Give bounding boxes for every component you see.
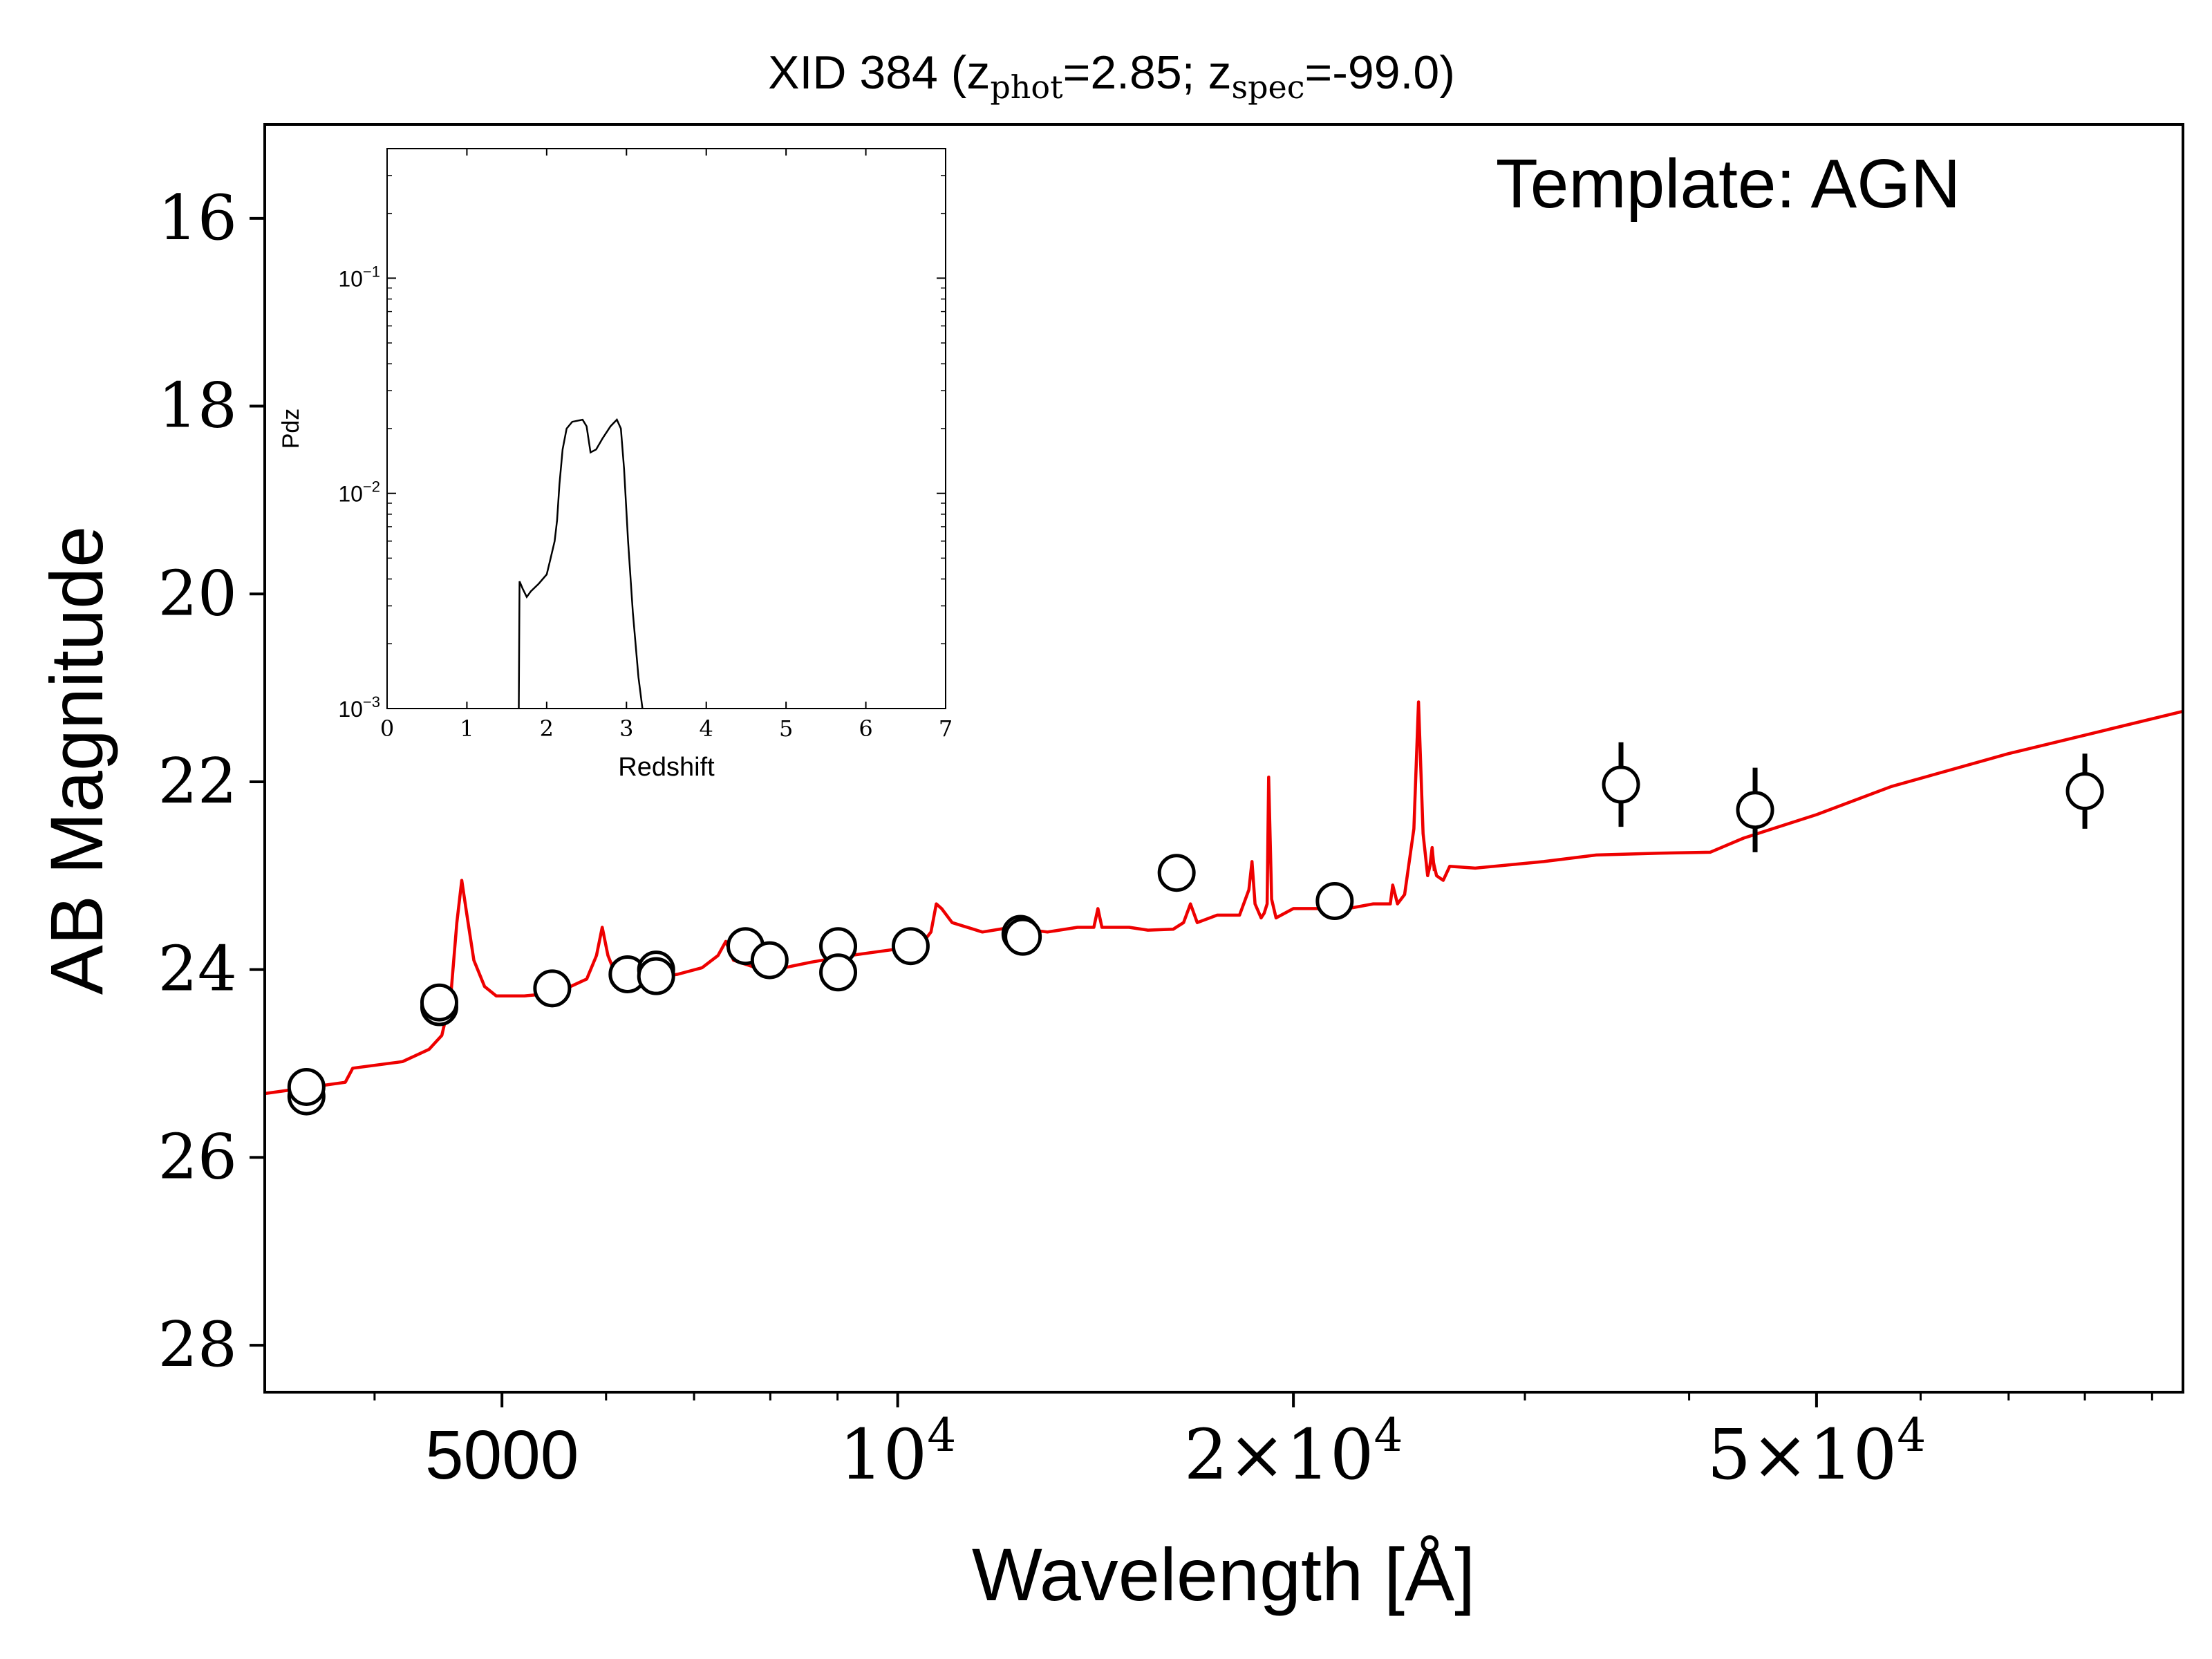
photometry-point <box>891 927 930 966</box>
inset-x-tick-label: 3 <box>619 715 633 742</box>
x-axis: 5000 104 2×104 5×104 <box>373 1392 2153 1495</box>
inset-x-tick-label: 5 <box>779 715 793 742</box>
inset-x-tick-label: 0 <box>380 715 394 742</box>
sed-template-layer <box>264 700 2184 1096</box>
photometry-layer <box>287 742 2104 1116</box>
y-tick-label: 28 <box>158 1309 237 1381</box>
x-tick-label: 104 <box>839 1409 956 1495</box>
y-tick-label: 26 <box>158 1121 237 1193</box>
inset-x-tick-label: 1 <box>460 715 474 742</box>
inset-x-tick-label: 4 <box>700 715 713 742</box>
pdz-inset: 0 1 2 3 4 5 6 7 10−1 10−2 10−3 Redshift Pdz <box>278 148 953 782</box>
photometry-point <box>533 969 572 1008</box>
inset-y-tick-label: 10−1 <box>338 263 380 291</box>
x-axis-label: Wavelength [Å] <box>972 1533 1475 1616</box>
y-tick-label: 24 <box>158 933 237 1006</box>
y-axis-label: AB Magnitude <box>35 526 118 995</box>
inset-x-tick-label: 7 <box>939 715 953 742</box>
plot-frame <box>263 123 2184 1394</box>
photometry-point <box>1602 765 1640 804</box>
inset-x-label: Redshift <box>618 753 715 782</box>
sed-template-feature <box>1428 845 1436 872</box>
inset-x-tick-label: 2 <box>540 715 554 742</box>
x-tick-label: 5×104 <box>1707 1409 1927 1495</box>
photometry-point <box>1315 881 1354 920</box>
chart-title: XID 384 (zphot=2.85; zspec=-99.0) <box>768 46 1455 106</box>
template-annotation: Template: AGN <box>1496 145 1961 223</box>
photometry-point <box>1004 917 1042 956</box>
photometry-point <box>420 983 458 1022</box>
photometry-point <box>750 941 789 980</box>
inset-y-label: Pdz <box>278 409 304 449</box>
y-tick-label: 22 <box>158 745 237 818</box>
x-tick-label: 2×104 <box>1184 1409 1403 1495</box>
x-tick-label: 5000 <box>425 1416 579 1494</box>
y-tick-label: 20 <box>158 557 237 630</box>
inset-y-axis: 10−1 10−2 10−3 <box>338 148 946 722</box>
photometry-point <box>1157 854 1196 892</box>
photometry-point <box>1736 791 1774 830</box>
y-tick-label: 16 <box>158 182 237 254</box>
y-tick-label: 18 <box>158 370 237 442</box>
inset-y-tick-label: 10−3 <box>338 693 380 722</box>
photometry-point <box>637 957 675 995</box>
photometry-point <box>2065 772 2104 811</box>
photometry-point <box>819 953 858 992</box>
photometry-point <box>287 1067 326 1106</box>
inset-background <box>387 149 946 709</box>
inset-x-tick-label: 6 <box>859 715 872 742</box>
pdz-curve <box>518 418 644 709</box>
sed-template-line <box>264 700 2184 1096</box>
inset-y-tick-label: 10−2 <box>338 478 380 507</box>
inset-x-axis: 0 1 2 3 4 5 6 7 <box>380 149 953 742</box>
y-axis: 16 18 20 22 24 26 28 <box>158 182 265 1381</box>
